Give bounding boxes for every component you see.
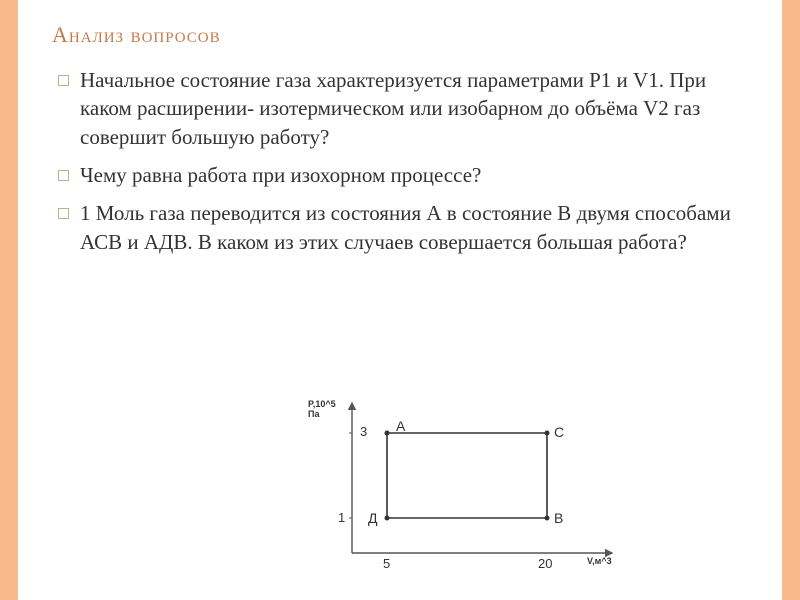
x-tick-20: 20 xyxy=(538,556,552,571)
left-accent-band xyxy=(0,0,18,600)
slide-title: Анализ вопросов xyxy=(52,22,748,48)
pv-diagram-svg xyxy=(302,398,622,568)
x-axis-label: V,м^3 xyxy=(587,556,612,566)
y-tick-1: 1 xyxy=(338,510,345,525)
slide: Анализ вопросов Начальное состояние газа… xyxy=(0,0,800,600)
right-inner-gap xyxy=(770,0,782,600)
pv-diagram: P,10^5 Па V,м^3 3 1 5 20 А С В Д xyxy=(302,398,622,568)
bullet-list: Начальное состояние газа характеризуется… xyxy=(52,66,748,256)
y-axis-label: P,10^5 Па xyxy=(308,400,336,420)
bullet-item: Начальное состояние газа характеризуется… xyxy=(52,66,748,151)
y-tick-3: 3 xyxy=(360,424,367,439)
bullet-text: Начальное состояние газа характеризуется… xyxy=(80,68,706,149)
node-c-label: С xyxy=(554,424,564,440)
node-a-label: А xyxy=(396,418,405,434)
bullet-text: Чему равна работа при изохорном процессе… xyxy=(80,163,481,187)
x-tick-5: 5 xyxy=(383,556,390,571)
bullet-item: 1 Моль газа переводится из состояния А в… xyxy=(52,199,748,256)
node-d-label: Д xyxy=(368,510,377,526)
bullet-text: 1 Моль газа переводится из состояния А в… xyxy=(80,201,731,253)
right-accent-band xyxy=(782,0,800,600)
y-axis-label-line2: Па xyxy=(308,409,319,419)
bullet-item: Чему равна работа при изохорном процессе… xyxy=(52,161,748,189)
left-inner-gap xyxy=(18,0,30,600)
content-area: Анализ вопросов Начальное состояние газа… xyxy=(52,22,748,590)
y-axis-label-line1: P,10^5 xyxy=(308,399,336,409)
node-b-label: В xyxy=(554,510,563,526)
